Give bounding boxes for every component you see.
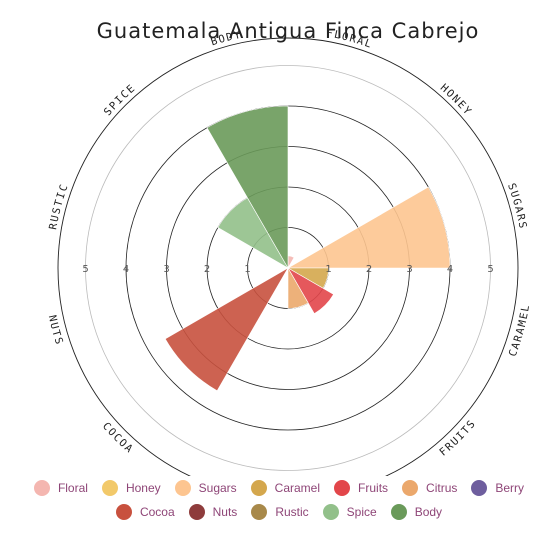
category-labels: FLORALHONEYSUGARSCARAMELFRUITSCITRUSBERR… [46, 27, 533, 458]
legend-swatch [188, 504, 205, 520]
legend-label: Berry [495, 481, 525, 495]
legend-label: Sugars [198, 481, 237, 495]
legend-swatch [250, 480, 267, 496]
legend-label: Fruits [358, 481, 389, 495]
legend-label: Cocoa [139, 505, 175, 519]
tick-label-1-left: 1 [244, 264, 250, 275]
legend-swatch [115, 504, 132, 520]
legend-swatch [334, 480, 351, 496]
grid-circle-5 [85, 65, 491, 471]
category-label-caramel: CARAMEL [507, 303, 533, 358]
legend-swatch [471, 480, 488, 496]
legend-row-2: Cocoa Nuts Rustic Spice Body [0, 500, 558, 524]
legend-label: Rustic [275, 505, 309, 519]
category-label-nuts: NUTS [46, 314, 66, 347]
legend-item-berry[interactable]: Berry [471, 480, 524, 496]
legend-swatch [390, 504, 407, 520]
segment-citrus[interactable] [287, 266, 309, 309]
segment-fruits[interactable] [287, 267, 335, 315]
legend-label: Citrus [426, 481, 458, 495]
tick-label-3-right: 3 [406, 264, 412, 275]
tick-label-4-left: 4 [123, 264, 129, 275]
legend-item-cocoa[interactable]: Cocoa [115, 504, 175, 520]
segment-body[interactable] [206, 105, 289, 270]
legend-item-body[interactable]: Body [390, 504, 443, 520]
tick-label-2-left: 2 [204, 264, 210, 275]
legend-swatch [101, 480, 118, 496]
legend-item-floral[interactable]: Floral [33, 480, 88, 496]
legend-item-citrus[interactable]: Citrus [402, 480, 457, 496]
category-label-cocoa: COCOA [100, 420, 136, 456]
legend-label: Caramel [274, 481, 321, 495]
legend-item-spice[interactable]: Spice [322, 504, 377, 520]
tick-label-2-right: 2 [366, 264, 372, 275]
legend-item-fruits[interactable]: Fruits [334, 480, 388, 496]
legend-label: Honey [125, 481, 161, 495]
category-label-rustic: RUSTIC [47, 182, 71, 231]
legend: Floral Honey Sugars Caramel Fruits Citrus Berr… [0, 476, 558, 524]
legend-label: Spice [346, 505, 377, 519]
legend-swatch [33, 480, 50, 496]
category-label-honey: HONEY [438, 82, 474, 118]
tick-label-5-left: 5 [82, 264, 88, 275]
legend-row-1: Floral Honey Sugars Caramel Fruits Citrus Berr… [0, 476, 558, 500]
legend-item-sugars[interactable]: Sugars [174, 480, 237, 496]
legend-swatch [251, 504, 268, 520]
legend-item-caramel[interactable]: Caramel [250, 480, 321, 496]
radial-tick-labels: 1 1 2 2 3 3 4 4 5 5 [82, 264, 493, 275]
segments [164, 105, 451, 392]
category-label-sugars: SUGARS [505, 182, 529, 231]
legend-swatch [174, 480, 191, 496]
tick-label-1-right: 1 [325, 264, 331, 275]
tick-label-3-left: 3 [163, 264, 169, 275]
tick-label-4-right: 4 [447, 264, 453, 275]
segment-sugars[interactable] [286, 186, 451, 269]
legend-label: Body [414, 505, 443, 519]
tick-label-5-right: 5 [487, 264, 493, 275]
legend-swatch [402, 480, 419, 496]
outer-circle [57, 37, 519, 476]
segment-cocoa[interactable] [164, 267, 289, 392]
legend-item-rustic[interactable]: Rustic [251, 504, 309, 520]
legend-item-honey[interactable]: Honey [101, 480, 161, 496]
legend-swatch [322, 504, 339, 520]
category-label-spice: SPICE [102, 82, 138, 118]
legend-label: Nuts [212, 505, 238, 519]
legend-item-nuts[interactable]: Nuts [188, 504, 238, 520]
polar-chart: Guatemala Antigua Finca Cabrejo 1 1 2 2 3 3 4 4… [46, 19, 533, 476]
chart-title: Guatemala Antigua Finca Cabrejo [97, 19, 480, 43]
legend-label: Floral [57, 481, 88, 495]
